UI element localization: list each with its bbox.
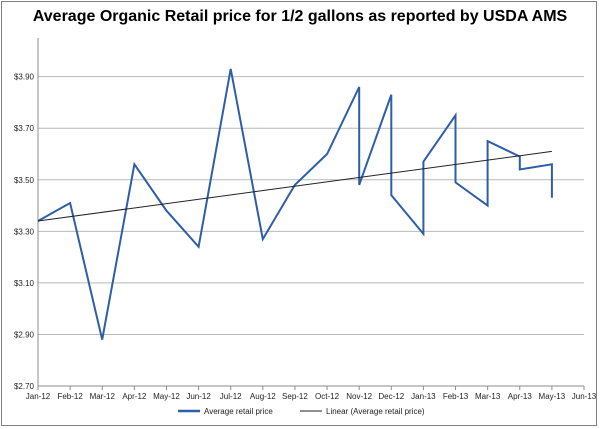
- y-tick-label: $3.10: [14, 279, 35, 288]
- x-tick-label: May-13: [539, 392, 566, 401]
- chart-title: Average Organic Retail price for 1/2 gal…: [32, 8, 568, 25]
- y-tick-label: $3.70: [14, 124, 35, 133]
- y-tick-label: $2.70: [14, 382, 35, 391]
- y-tick-label: $3.50: [14, 176, 35, 185]
- x-tick-label: Apr-13: [508, 392, 533, 401]
- series-line-average-retail-price: [37, 68, 553, 340]
- x-tick-label: Mar-13: [475, 392, 501, 401]
- x-tick-label: Jul-12: [220, 392, 242, 401]
- x-tick-label: Jan-12: [26, 392, 51, 401]
- x-tick-label: Dec-12: [378, 392, 404, 401]
- x-tick-label: Mar-12: [90, 392, 116, 401]
- y-tick-label: $2.90: [14, 330, 35, 339]
- x-tick-label: Apr-12: [122, 392, 147, 401]
- x-tick-label: Feb-13: [443, 392, 469, 401]
- trendline-linear: [37, 150, 552, 222]
- x-tick-label: Aug-12: [250, 392, 276, 401]
- x-tick-label: Nov-12: [346, 392, 372, 401]
- x-tick-label: Feb-12: [57, 392, 83, 401]
- legend-entry-average-retail-price-label: Average retail price: [204, 407, 273, 416]
- y-tick-label: $3.30: [14, 227, 35, 236]
- x-tick-label: May-12: [153, 392, 180, 401]
- y-tick-label: $3.90: [14, 73, 35, 82]
- x-tick-label: Oct-12: [315, 392, 340, 401]
- legend-entry-linear-trend-label: Linear (Average retail price): [326, 407, 425, 416]
- x-tick-label: Jun-12: [186, 392, 211, 401]
- x-tick-label: Jan-13: [411, 392, 436, 401]
- x-tick-label: Jun-13: [572, 392, 597, 401]
- x-tick-label: Sep-12: [282, 392, 308, 401]
